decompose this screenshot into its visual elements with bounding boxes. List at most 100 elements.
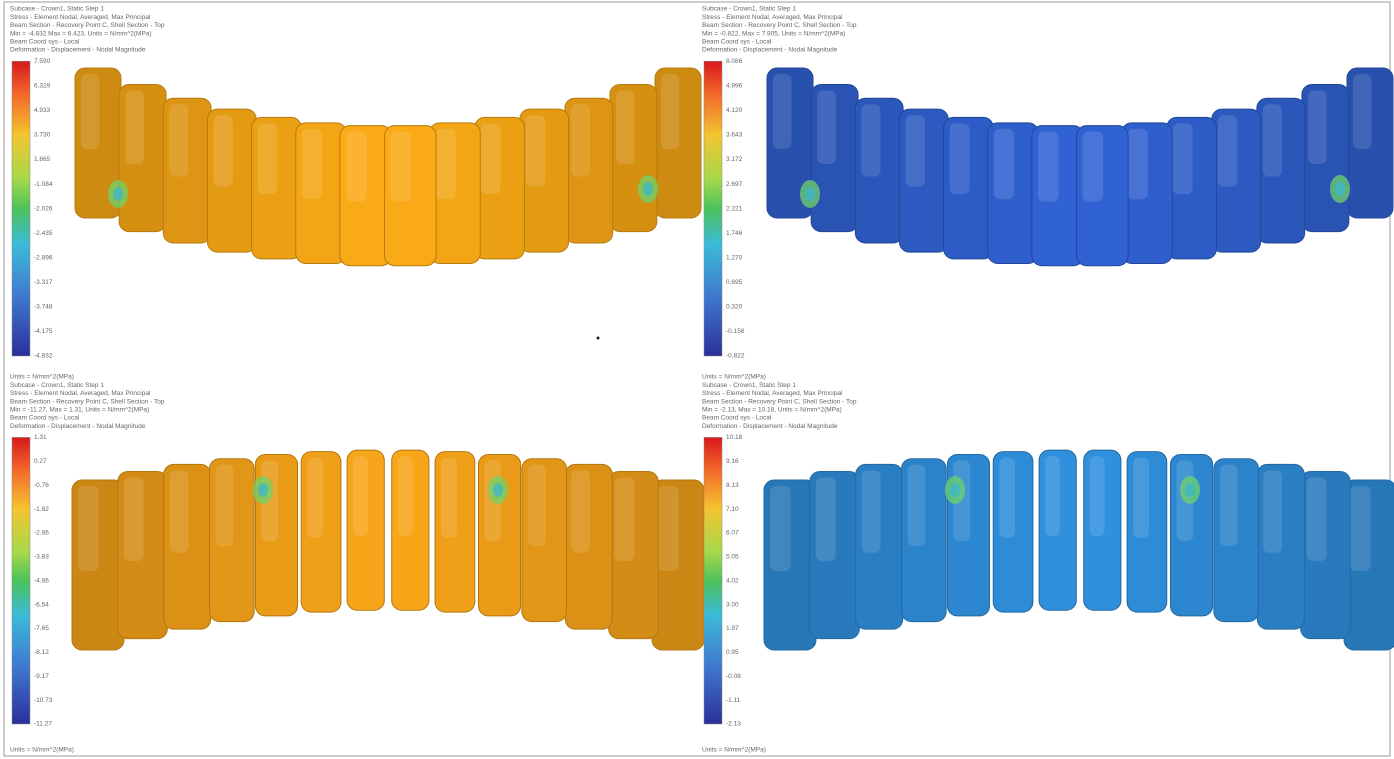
legend-label: -3.317 — [34, 279, 53, 286]
header-line: Min = -0.822, Max = 7.905, Units = N/mm^… — [702, 30, 845, 37]
tooth-shine — [81, 74, 100, 149]
footer: Units = N/mm^2(MPa) — [10, 747, 74, 754]
color-bar — [703, 437, 723, 725]
header-line: Deformation - Displacement - Nodal Magni… — [702, 423, 838, 430]
tooth-shine — [215, 464, 234, 547]
legend-label: -1.084 — [34, 181, 53, 188]
header-line: Stress - Element Nodal, Averaged, Max Pr… — [702, 14, 843, 21]
tooth-shine — [1037, 131, 1059, 202]
tooth-shine — [817, 90, 836, 165]
tooth — [384, 125, 437, 267]
legend-label: -2.435 — [34, 230, 53, 237]
legend-label: 4.120 — [726, 107, 743, 114]
tooth-shine — [570, 104, 590, 177]
tooth — [1038, 449, 1077, 611]
panel: Units = N/mm^2(MPa)Subcase - Crown1, Sta… — [702, 374, 1394, 754]
legend-label: 8.13 — [726, 482, 739, 489]
legend-label: -8.12 — [34, 649, 49, 656]
tooth-shine — [525, 115, 546, 187]
header-line: Subcase - Crown1, Static Step 1 — [10, 382, 104, 389]
tooth-shine — [78, 486, 99, 571]
tooth-shine — [770, 486, 791, 571]
color-bar — [11, 437, 31, 725]
legend-label: 10.18 — [726, 434, 743, 441]
legend-label: 5.05 — [726, 554, 739, 561]
tooth-shine — [1219, 464, 1238, 547]
legend-label: -11.27 — [34, 721, 52, 728]
legend-label: 7.590 — [34, 58, 51, 65]
tooth-shine — [435, 128, 456, 200]
tooth-shine — [614, 477, 635, 562]
header-line: Subcase - Crown1, Static Step 1 — [702, 382, 796, 389]
legend-label: 7.10 — [726, 506, 739, 513]
tooth-shine — [949, 123, 970, 195]
legend-label: 3.643 — [726, 132, 743, 139]
tooth-shine — [1262, 104, 1282, 177]
legend-label: 1.746 — [726, 230, 743, 237]
tooth-shine — [615, 90, 635, 165]
tooth-shine — [390, 131, 412, 202]
tooth-shine — [1172, 123, 1193, 195]
header-line: Beam Coord sys - Local — [10, 39, 80, 46]
tooth-shine — [353, 456, 368, 537]
legend-label: 0.320 — [726, 304, 743, 311]
header-line: Units = N/mm^2(MPa) — [702, 374, 766, 381]
legend-label: -0.156 — [726, 328, 745, 335]
legend-label: 4.933 — [34, 107, 51, 114]
legend-label: -7.65 — [34, 625, 49, 632]
tooth-shine — [301, 128, 323, 200]
tooth-shine — [1089, 456, 1105, 537]
header-line: Units = N/mm^2(MPa) — [10, 374, 74, 381]
stress-spot-core — [493, 483, 503, 497]
legend-label: 4.02 — [726, 577, 739, 584]
tooth-shine — [1133, 457, 1149, 538]
stress-spot-core — [950, 483, 960, 497]
legend-label: -2.86 — [34, 530, 49, 537]
legend-label: -1.82 — [34, 506, 49, 513]
tooth-shine — [1127, 128, 1148, 200]
legend-label: 1.31 — [34, 434, 47, 441]
legend-label: -1.11 — [726, 697, 741, 704]
legend-label: 6.07 — [726, 530, 739, 537]
tooth — [1213, 458, 1259, 623]
tooth-shine — [441, 457, 457, 538]
tooth-shine — [169, 104, 189, 177]
tooth — [901, 458, 947, 623]
stress-spot-core — [113, 187, 123, 201]
panel: Units = N/mm^2(MPa)Subcase - Crown1, Sta… — [10, 374, 705, 754]
legend-label: 9.16 — [726, 458, 739, 465]
tooth — [521, 458, 567, 623]
legend-label: 6.329 — [34, 82, 51, 89]
tooth — [346, 449, 385, 611]
header-line: Stress - Element Nodal, Averaged, Max Pr… — [10, 14, 151, 21]
tooth-shine — [345, 131, 367, 202]
tooth — [992, 451, 1034, 613]
tooth-shine — [815, 477, 836, 562]
header-line: Beam Coord sys - Local — [702, 415, 772, 422]
legend-label: -10.73 — [34, 697, 53, 704]
tooth-shine — [307, 457, 324, 538]
legend-label: -4.832 — [34, 353, 53, 360]
dot — [596, 336, 600, 340]
legend-label: 4.996 — [726, 82, 743, 89]
legend-label: 1.865 — [34, 156, 51, 163]
header-line: Beam Section - Recovery Point C, Shell S… — [702, 398, 857, 405]
tooth — [1083, 449, 1122, 611]
tooth-shine — [658, 486, 679, 571]
legend-label: -4.86 — [34, 577, 49, 584]
tooth — [300, 451, 342, 613]
tooth-shine — [861, 104, 881, 177]
tooth-shine — [773, 74, 792, 149]
legend-label: 0.95 — [726, 649, 739, 656]
tooth — [209, 458, 255, 623]
header-line: Deformation - Displacement - Nodal Magni… — [702, 47, 838, 54]
tooth-shine — [213, 115, 233, 187]
tooth-shine — [571, 470, 591, 553]
stress-spot-core — [1185, 483, 1195, 497]
tooth-shine — [907, 464, 926, 547]
legend-label: 0.695 — [726, 279, 743, 286]
legend-label: -3.83 — [34, 554, 49, 561]
header-line: Subcase - Crown1, Static Step 1 — [702, 6, 796, 13]
